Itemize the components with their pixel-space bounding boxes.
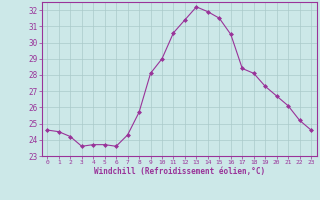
X-axis label: Windchill (Refroidissement éolien,°C): Windchill (Refroidissement éolien,°C) (94, 167, 265, 176)
